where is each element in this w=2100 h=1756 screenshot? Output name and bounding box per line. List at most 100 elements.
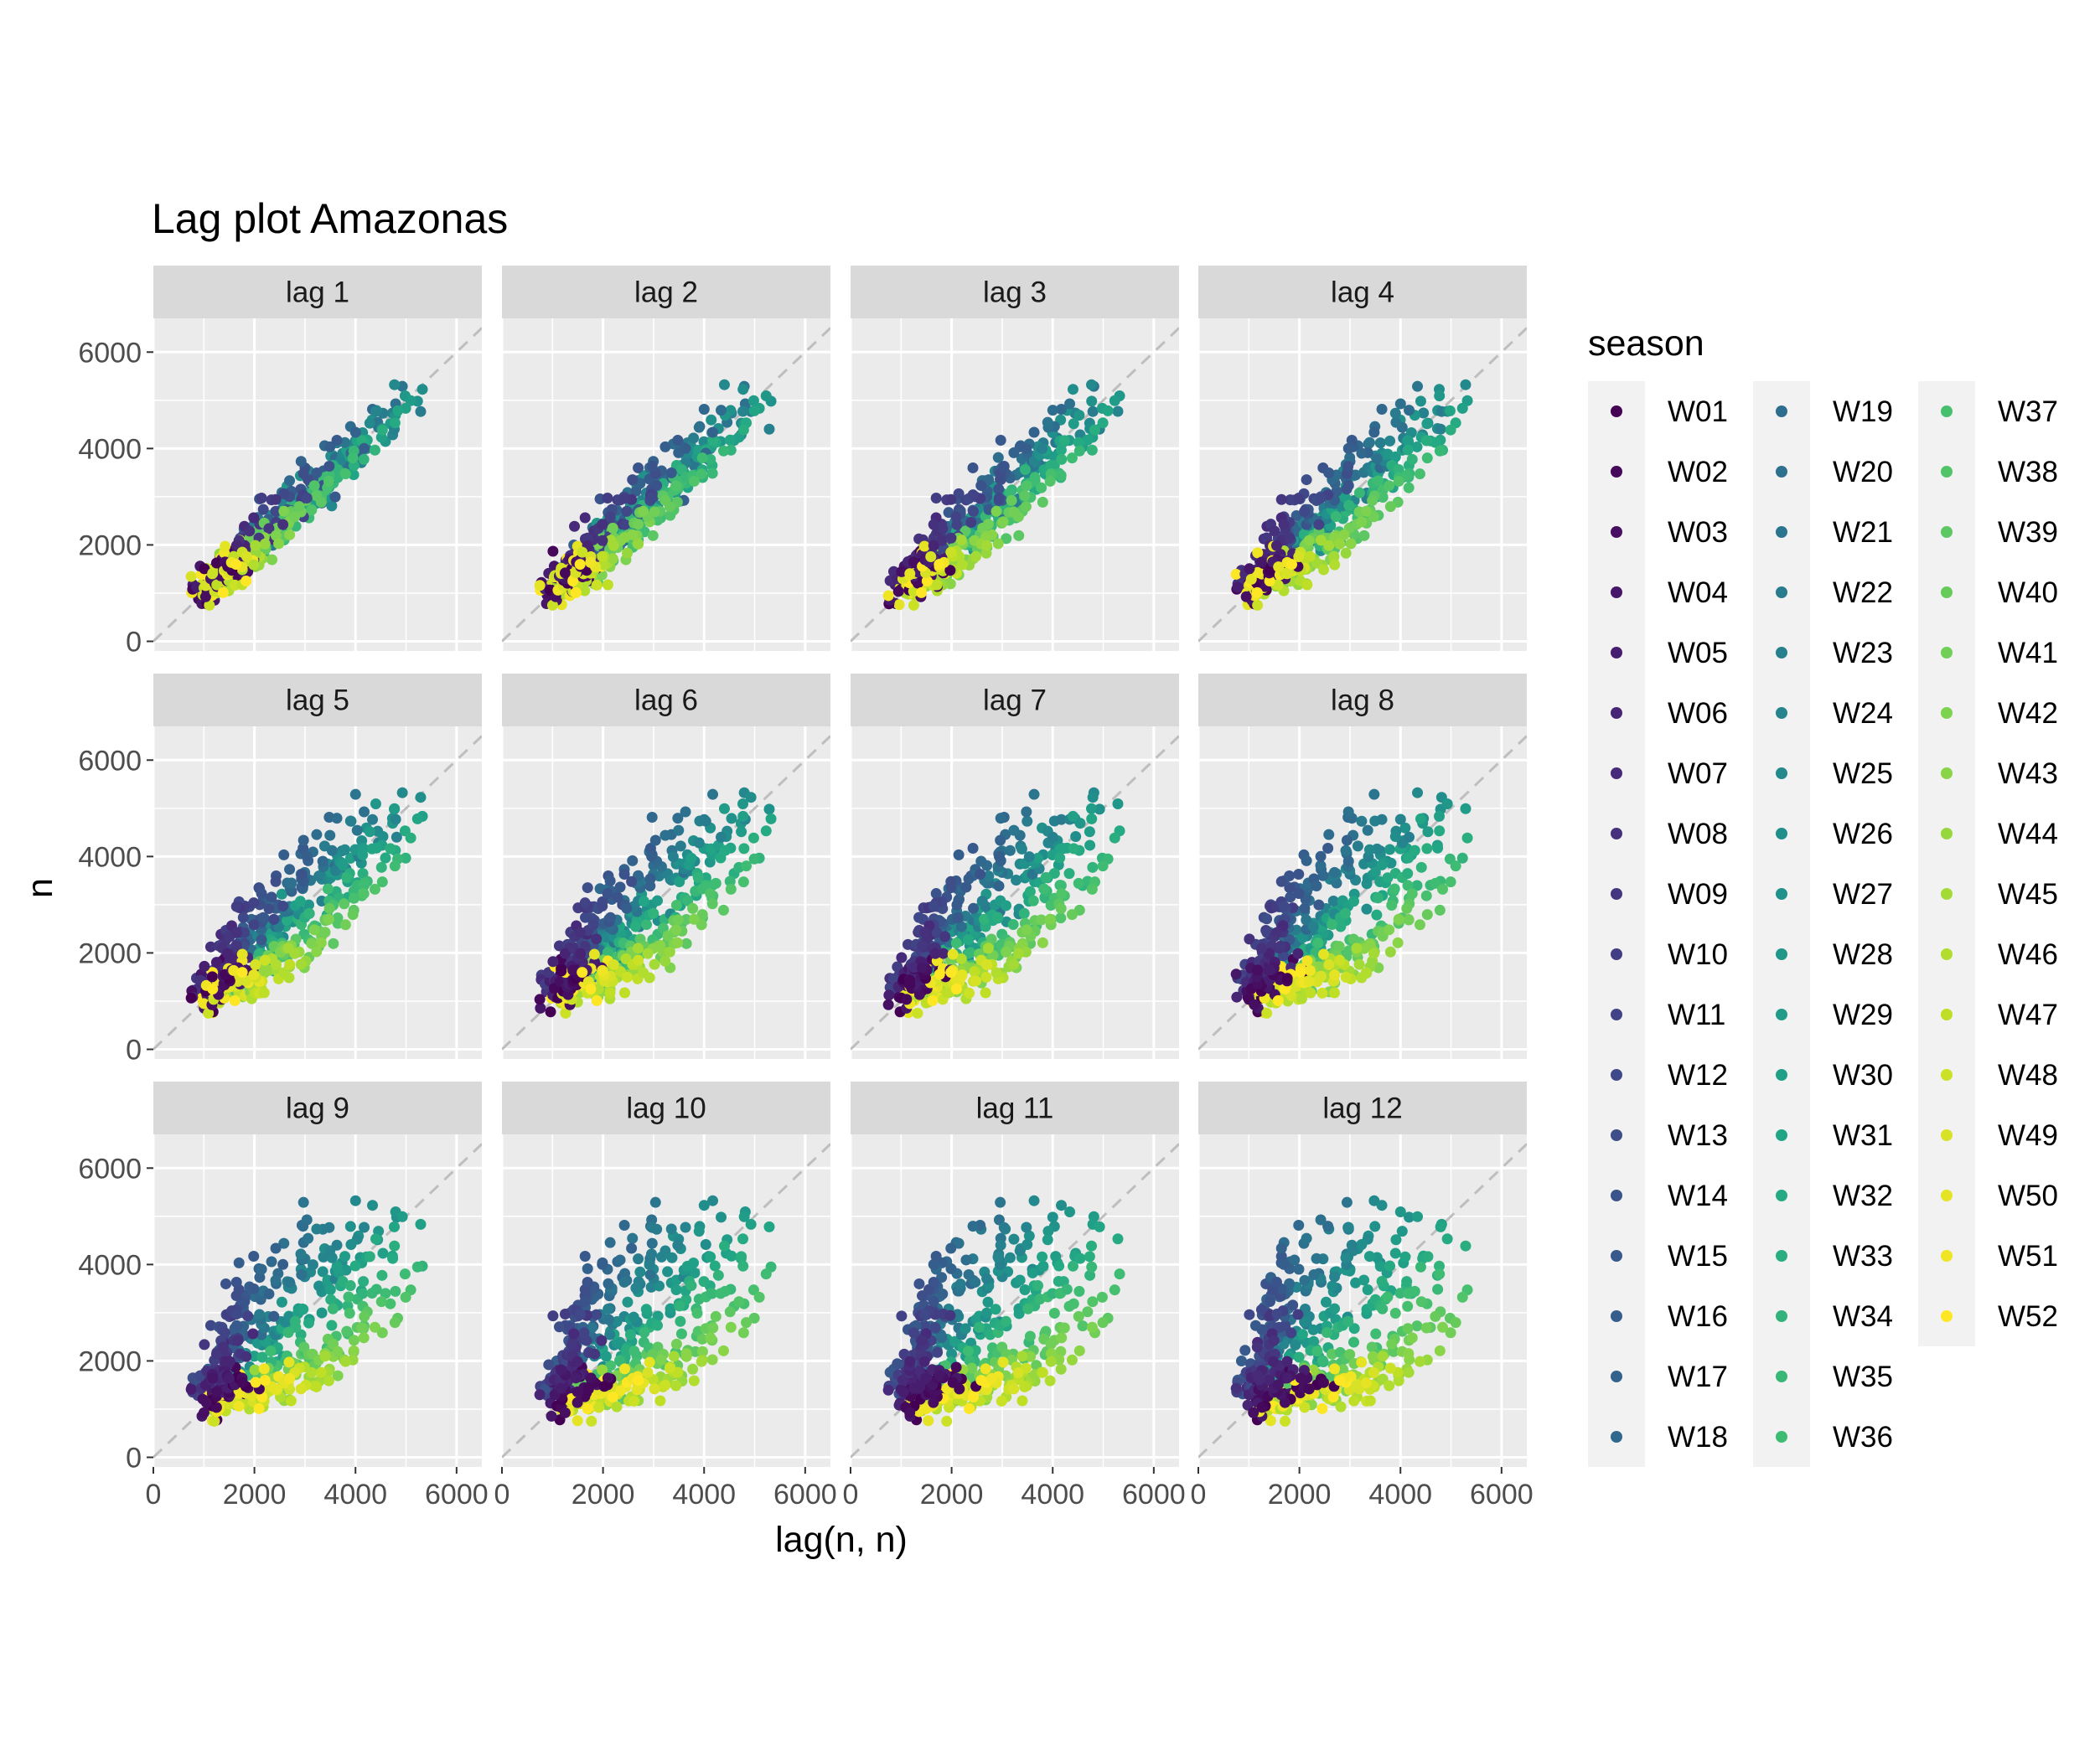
point-w19 <box>1047 405 1058 416</box>
point-w42 <box>278 505 290 517</box>
point-w34 <box>357 1288 369 1299</box>
point-w09 <box>270 493 282 505</box>
point-w34 <box>358 453 370 465</box>
point-w27 <box>1415 395 1426 407</box>
point-w08 <box>230 927 242 938</box>
point-w48 <box>207 567 219 579</box>
point-w48 <box>586 1415 597 1427</box>
point-w26 <box>1067 384 1078 395</box>
point-w37 <box>1414 468 1425 480</box>
point-w01 <box>199 563 210 575</box>
point-w48 <box>1334 954 1346 966</box>
facet-strip <box>153 1082 482 1134</box>
point-w22 <box>1352 840 1363 852</box>
point-w44 <box>249 1364 261 1376</box>
point-w27 <box>1086 395 1098 407</box>
point-w22 <box>367 813 379 825</box>
point-w38 <box>1384 480 1395 492</box>
point-w28 <box>1441 798 1453 809</box>
point-w22 <box>1389 407 1401 419</box>
point-w48 <box>945 546 957 558</box>
point-w14 <box>256 888 267 900</box>
point-w06 <box>929 948 941 959</box>
point-w23 <box>1037 443 1048 455</box>
point-w52 <box>241 576 252 587</box>
point-w20 <box>301 1214 313 1226</box>
point-w50 <box>1303 976 1315 988</box>
point-w46 <box>579 585 591 597</box>
point-w51 <box>882 590 894 602</box>
point-w24 <box>1394 813 1406 825</box>
point-w32 <box>1409 844 1420 856</box>
point-w47 <box>1305 987 1316 999</box>
point-w42 <box>1393 913 1404 925</box>
reference-diagonal <box>851 735 1179 1051</box>
point-w17 <box>627 855 639 866</box>
point-w52 <box>1251 586 1263 598</box>
point-w42 <box>688 913 700 925</box>
point-w22 <box>675 840 686 852</box>
point-w09 <box>1275 493 1287 505</box>
point-w47 <box>1301 579 1313 591</box>
point-w45 <box>1311 557 1323 569</box>
point-w32 <box>389 417 401 429</box>
point-w06 <box>559 948 571 959</box>
point-w10 <box>618 493 630 504</box>
facet-panel-lag-1: lag 1 <box>152 266 482 651</box>
point-w20 <box>359 806 370 818</box>
point-w11 <box>950 511 962 523</box>
point-w45 <box>1353 958 1365 970</box>
point-w42 <box>1001 946 1012 958</box>
point-w32 <box>1434 825 1446 837</box>
facet-panel-lag-4: lag 4 <box>1197 266 1527 651</box>
point-w36 <box>1038 883 1050 895</box>
point-w06 <box>575 948 587 959</box>
point-w35 <box>613 1355 625 1366</box>
point-w35 <box>1073 445 1085 457</box>
point-w38 <box>306 504 318 516</box>
point-w36 <box>1430 877 1441 889</box>
point-w45 <box>981 540 993 551</box>
point-w45 <box>1328 550 1340 562</box>
point-w26 <box>1361 903 1373 915</box>
point-w34 <box>341 872 353 884</box>
point-w23 <box>391 831 402 843</box>
point-w19 <box>672 813 684 824</box>
point-w15 <box>604 912 616 923</box>
point-w03 <box>1252 964 1264 976</box>
facet-strip-label: lag 10 <box>626 1092 706 1125</box>
point-w15 <box>256 934 267 946</box>
point-w36 <box>265 1345 277 1357</box>
panel-marks <box>851 327 1179 643</box>
point-w16 <box>680 442 691 454</box>
point-w03 <box>559 1407 571 1418</box>
point-w17 <box>995 834 1006 846</box>
point-w48 <box>980 971 992 983</box>
point-w17 <box>649 834 661 846</box>
point-w03 <box>896 566 908 577</box>
point-w22 <box>318 840 330 852</box>
point-w09 <box>937 523 949 535</box>
point-w19 <box>955 921 967 932</box>
point-w28 <box>370 798 381 809</box>
point-w17 <box>1311 880 1322 891</box>
point-w34 <box>1018 907 1030 919</box>
point-w32 <box>1055 444 1067 456</box>
point-w06 <box>1270 540 1282 551</box>
point-w19 <box>331 813 343 824</box>
point-w15 <box>1322 843 1334 855</box>
point-w52 <box>921 576 933 587</box>
point-w21 <box>303 1232 314 1244</box>
point-w50 <box>1318 948 1330 960</box>
point-w46 <box>248 559 260 571</box>
point-w08 <box>597 519 608 530</box>
point-w34 <box>1406 453 1418 465</box>
point-w45 <box>1008 958 1020 970</box>
point-w22 <box>1356 815 1368 827</box>
point-w48 <box>622 971 634 983</box>
point-w29 <box>747 395 759 406</box>
point-w12 <box>1299 505 1311 517</box>
point-w27 <box>706 414 717 426</box>
point-w13 <box>543 1359 555 1371</box>
point-w01 <box>1265 565 1276 576</box>
